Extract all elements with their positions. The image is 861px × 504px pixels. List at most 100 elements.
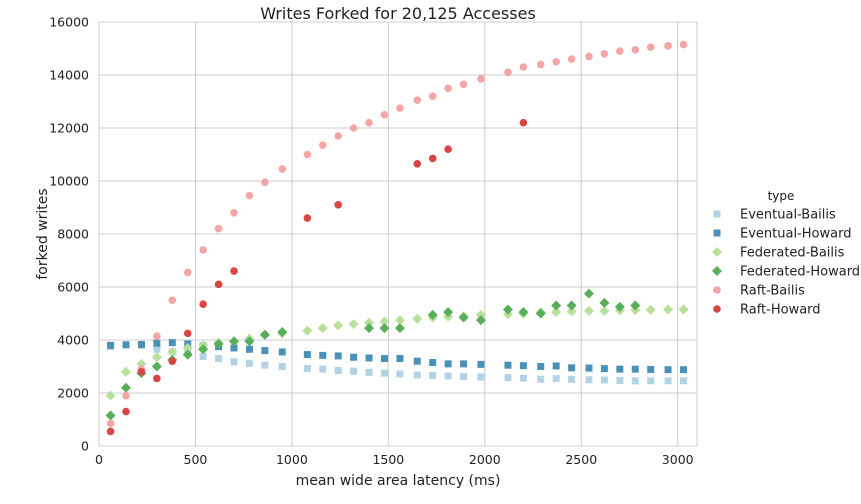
point-raft-howard bbox=[444, 145, 452, 153]
point-federated-bailis bbox=[364, 317, 375, 328]
point-raft-bailis bbox=[365, 118, 373, 127]
y-tick-label: 2000 bbox=[57, 386, 89, 401]
point-raft-bailis bbox=[646, 43, 655, 51]
series-federated-bailis bbox=[105, 304, 689, 401]
point-raft-bailis bbox=[536, 60, 545, 69]
point-eventual-howard bbox=[334, 352, 342, 360]
point-raft-bailis bbox=[214, 224, 223, 233]
point-raft-bailis bbox=[318, 141, 327, 150]
legend-marker-federated-bailis bbox=[712, 247, 722, 257]
point-federated-howard bbox=[121, 382, 132, 393]
point-raft-bailis bbox=[664, 42, 672, 50]
point-federated-howard bbox=[427, 309, 438, 320]
series-eventual-howard bbox=[107, 339, 687, 374]
point-eventual-howard bbox=[504, 361, 512, 369]
point-raft-bailis bbox=[396, 104, 404, 112]
point-eventual-howard bbox=[319, 351, 327, 359]
point-raft-howard bbox=[199, 300, 207, 309]
point-raft-bailis bbox=[600, 50, 609, 58]
legend-marker-federated-howard bbox=[712, 266, 722, 276]
point-eventual-howard bbox=[122, 341, 130, 349]
point-raft-howard bbox=[230, 267, 238, 275]
point-raft-bailis bbox=[122, 391, 130, 400]
point-eventual-howard bbox=[396, 355, 404, 363]
point-federated-howard bbox=[614, 301, 625, 312]
legend-title: type bbox=[768, 189, 795, 203]
point-raft-howard bbox=[428, 154, 437, 163]
point-raft-bailis bbox=[168, 296, 177, 305]
point-eventual-howard bbox=[350, 353, 358, 361]
point-federated-bailis bbox=[182, 342, 193, 353]
point-eventual-bailis bbox=[616, 377, 624, 385]
series-raft-howard bbox=[106, 118, 528, 436]
point-eventual-bailis bbox=[319, 365, 327, 373]
point-eventual-howard bbox=[230, 344, 238, 352]
point-eventual-howard bbox=[647, 365, 655, 373]
point-federated-howard bbox=[443, 307, 454, 318]
point-eventual-bailis bbox=[429, 372, 437, 380]
point-eventual-howard bbox=[664, 366, 672, 374]
point-eventual-howard bbox=[245, 345, 253, 353]
point-federated-bailis bbox=[566, 306, 577, 317]
point-raft-bailis bbox=[519, 63, 528, 71]
point-eventual-howard bbox=[153, 339, 161, 347]
y-tick-label: 8000 bbox=[57, 227, 89, 242]
point-eventual-bailis bbox=[303, 365, 311, 373]
point-federated-bailis bbox=[583, 305, 594, 316]
y-tick-label: 10000 bbox=[49, 174, 89, 189]
point-eventual-howard bbox=[137, 341, 145, 349]
point-raft-bailis bbox=[616, 47, 624, 55]
point-eventual-bailis bbox=[519, 374, 527, 382]
point-raft-bailis bbox=[245, 191, 254, 200]
point-raft-bailis bbox=[428, 92, 437, 100]
legend: type Eventual-Bailis Eventual-Howard Feder… bbox=[712, 189, 860, 318]
point-federated-howard bbox=[518, 307, 529, 318]
point-raft-bailis bbox=[183, 268, 192, 277]
y-tick-label: 12000 bbox=[49, 121, 89, 136]
point-eventual-howard bbox=[519, 362, 527, 370]
legend-label-eventual-bailis: Eventual-Bailis bbox=[740, 208, 836, 223]
point-eventual-bailis bbox=[568, 375, 576, 383]
point-federated-howard bbox=[229, 336, 240, 347]
point-raft-howard bbox=[137, 368, 146, 376]
point-federated-howard bbox=[535, 308, 546, 319]
point-federated-bailis bbox=[678, 304, 689, 315]
data-points bbox=[105, 40, 689, 436]
point-eventual-bailis bbox=[230, 358, 238, 366]
legend-marker-eventual-howard bbox=[713, 229, 721, 237]
point-raft-bailis bbox=[230, 209, 238, 217]
point-raft-howard bbox=[183, 329, 192, 338]
point-raft-howard bbox=[122, 407, 130, 416]
point-raft-bailis bbox=[153, 332, 161, 340]
point-eventual-bailis bbox=[245, 359, 253, 367]
point-federated-howard bbox=[244, 336, 255, 347]
series-raft-bailis bbox=[106, 40, 688, 428]
point-eventual-howard bbox=[600, 365, 608, 373]
point-eventual-bailis bbox=[679, 377, 687, 385]
point-eventual-howard bbox=[429, 359, 437, 367]
point-raft-howard bbox=[334, 201, 343, 209]
point-eventual-bailis bbox=[261, 361, 269, 369]
point-raft-bailis bbox=[303, 150, 312, 159]
point-raft-howard bbox=[413, 159, 422, 168]
point-federated-howard bbox=[277, 327, 288, 338]
point-raft-bailis bbox=[334, 132, 343, 140]
legend-marker-eventual-bailis bbox=[713, 210, 721, 218]
point-federated-bailis bbox=[475, 309, 486, 320]
point-eventual-howard bbox=[168, 339, 176, 347]
x-tick-label: 2500 bbox=[565, 452, 597, 467]
y-tick-label: 16000 bbox=[49, 15, 89, 30]
series-eventual-bailis bbox=[107, 341, 687, 385]
point-raft-bailis bbox=[504, 68, 512, 77]
point-federated-howard bbox=[566, 300, 577, 311]
point-federated-bailis bbox=[663, 304, 674, 315]
point-federated-howard bbox=[105, 410, 116, 421]
point-federated-bailis bbox=[599, 305, 610, 316]
point-eventual-bailis bbox=[600, 376, 608, 384]
point-eventual-bailis bbox=[585, 376, 593, 384]
legend-label-raft-bailis: Raft-Bailis bbox=[740, 284, 805, 299]
point-raft-howard bbox=[168, 357, 177, 366]
x-axis-label: mean wide area latency (ms) bbox=[296, 473, 501, 489]
y-tick-label: 0 bbox=[81, 439, 89, 454]
x-tick-label: 3000 bbox=[662, 452, 694, 467]
